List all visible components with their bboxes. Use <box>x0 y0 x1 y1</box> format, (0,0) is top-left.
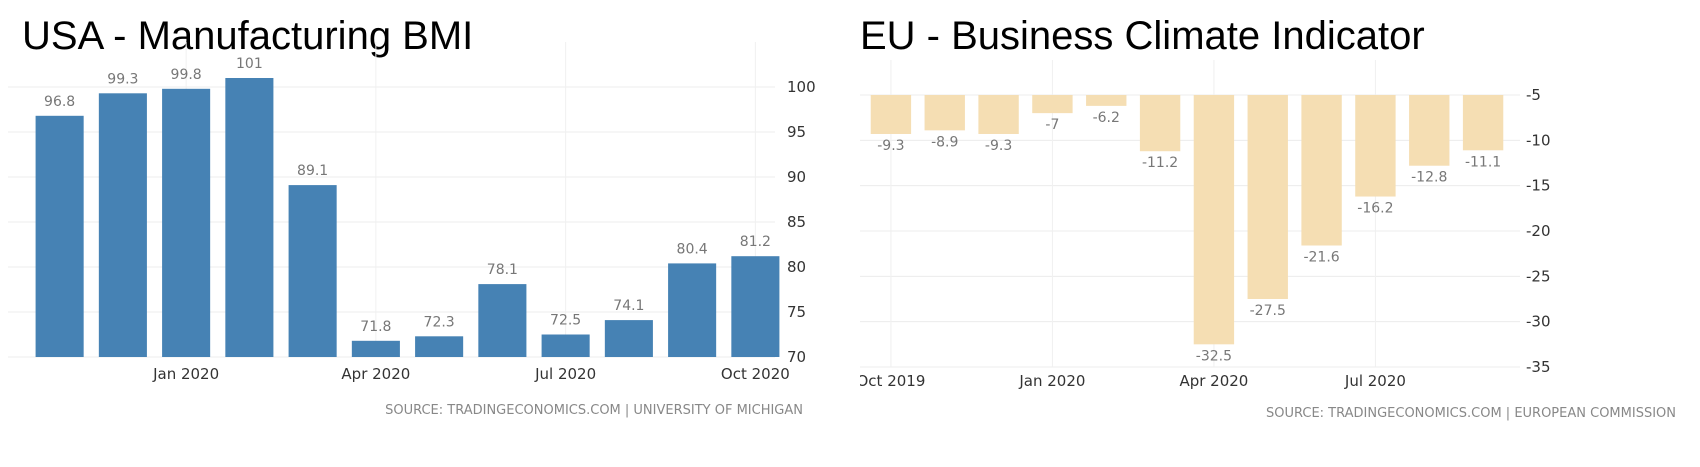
bar-value-label: -11.2 <box>1142 155 1178 171</box>
bar-value-label: -11.1 <box>1465 154 1501 170</box>
bar <box>1139 95 1181 152</box>
bar <box>870 95 912 134</box>
y-tick-label: -15 <box>1526 177 1551 195</box>
bar-value-label: 96.8 <box>44 94 75 110</box>
bar <box>288 185 337 357</box>
x-tick-label: Jan 2020 <box>152 365 219 383</box>
x-tick-label: Jul 2020 <box>534 365 596 383</box>
bar-value-label: 89.1 <box>297 163 328 179</box>
bar-value-label: -7 <box>1045 117 1059 133</box>
bar <box>924 95 965 131</box>
bar-value-label: 80.4 <box>677 241 708 257</box>
bar <box>1462 95 1504 151</box>
y-tick-label: 95 <box>787 123 806 141</box>
bar <box>541 334 590 357</box>
bar <box>604 320 653 357</box>
eu-chart-title: EU - Business Climate Indicator <box>860 14 1425 58</box>
bar-value-label: -9.3 <box>985 138 1012 154</box>
bar <box>225 78 274 357</box>
eu-business-climate-panel: EU - Business Climate Indicator -5 -10 -15… <box>860 0 1700 467</box>
bar <box>978 95 1019 134</box>
bar <box>415 336 464 357</box>
y-tick-label: -5 <box>1526 86 1541 104</box>
x-tick-label: Oct 2020 <box>721 365 790 383</box>
usa-chart-title: USA - Manufacturing BMI <box>22 14 474 58</box>
x-tick-label: Apr 2020 <box>341 365 410 383</box>
bar <box>35 115 84 357</box>
y-tick-label: -25 <box>1526 267 1551 285</box>
x-tick-label: Apr 2020 <box>1179 372 1248 390</box>
bar <box>478 284 527 357</box>
eu-chart-svg: -5 -10 -15 -20 -25 -30 -35 -9.3 -8.9 -9.3 -7 -6.2 -1… <box>860 60 1676 421</box>
bar <box>1355 95 1396 197</box>
x-tick-label: Jul 2020 <box>1344 372 1406 390</box>
bar <box>1301 95 1342 246</box>
bar <box>668 263 717 357</box>
y-tick-label: 100 <box>787 78 816 96</box>
bar-value-label: 71.8 <box>360 319 391 335</box>
bar <box>731 256 780 357</box>
y-tick-label: -20 <box>1526 222 1551 240</box>
bar-value-label: 72.3 <box>424 314 455 330</box>
y-tick-label: -30 <box>1526 313 1551 331</box>
bar-value-label: 74.1 <box>613 298 644 314</box>
bar-value-label: -32.5 <box>1196 348 1232 364</box>
bar <box>1086 95 1127 106</box>
y-tick-label: 90 <box>787 168 806 186</box>
bar-value-label: 101 <box>236 56 263 72</box>
bar-value-label: 81.2 <box>740 234 771 250</box>
bar-value-label: 99.3 <box>107 71 138 87</box>
bar <box>1409 95 1450 166</box>
x-tick-label: Oct 2019 <box>860 372 925 390</box>
bar-value-label: -6.2 <box>1093 110 1120 126</box>
source-text: SOURCE: TRADINGECONOMICS.COM | EUROPEAN … <box>1266 406 1676 421</box>
bar <box>1247 95 1288 299</box>
bar-value-label: -12.8 <box>1411 170 1447 186</box>
bar <box>1032 95 1073 114</box>
bar-value-label: -9.3 <box>877 138 904 154</box>
y-tick-label: -35 <box>1526 358 1551 376</box>
usa-manufacturing-bmi-panel: USA - Manufacturing BMI 70 75 80 85 90 95 100 9… <box>8 14 816 418</box>
bar-value-label: -8.9 <box>931 134 958 150</box>
bar <box>98 93 147 358</box>
y-tick-label: 80 <box>787 258 806 276</box>
bar <box>1193 95 1235 345</box>
y-tick-label: 75 <box>787 303 806 321</box>
bar-value-label: -21.6 <box>1303 250 1339 266</box>
bar <box>351 340 400 357</box>
bar-value-label: -16.2 <box>1357 201 1393 217</box>
source-text: SOURCE: TRADINGECONOMICS.COM | UNIVERSIT… <box>385 403 803 418</box>
y-tick-label: 70 <box>787 348 806 366</box>
bar-value-label: 72.5 <box>550 313 581 329</box>
x-tick-label: Jan 2020 <box>1018 372 1085 390</box>
bar-value-label: 78.1 <box>487 262 518 278</box>
usa-chart-svg: 70 75 80 85 90 95 100 96.8 99.3 99.8 101 89.1 71.8 72… <box>8 42 816 418</box>
y-tick-label: -10 <box>1526 131 1551 149</box>
bar-value-label: -27.5 <box>1250 303 1286 319</box>
y-tick-label: 85 <box>787 213 806 231</box>
bar <box>162 88 211 358</box>
bar-value-label: 99.8 <box>171 67 202 83</box>
